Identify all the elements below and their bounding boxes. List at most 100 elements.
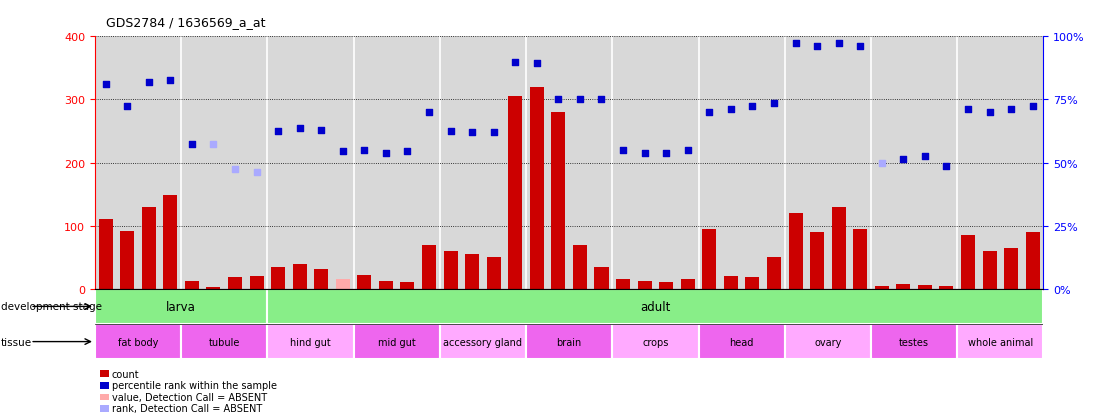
- Point: [593, 97, 610, 103]
- Bar: [357, 275, 372, 289]
- Point: [873, 160, 891, 166]
- Bar: [268, 324, 354, 359]
- Point: [162, 78, 180, 85]
- Bar: [789, 214, 802, 289]
- Point: [981, 109, 999, 116]
- Bar: [699, 324, 785, 359]
- Bar: [917, 285, 932, 289]
- Point: [355, 147, 373, 154]
- Bar: [681, 280, 695, 289]
- Point: [183, 141, 201, 147]
- Bar: [896, 284, 911, 289]
- Point: [507, 59, 525, 66]
- Bar: [551, 113, 566, 289]
- Point: [269, 128, 287, 135]
- Point: [377, 150, 395, 157]
- Bar: [785, 324, 870, 359]
- Bar: [854, 229, 867, 289]
- Point: [787, 40, 805, 47]
- Bar: [315, 269, 328, 289]
- Bar: [354, 324, 440, 359]
- Bar: [250, 277, 263, 289]
- Text: value, Detection Call = ABSENT: value, Detection Call = ABSENT: [112, 392, 267, 402]
- Bar: [767, 258, 781, 289]
- Text: tissue: tissue: [1, 337, 32, 347]
- Point: [1002, 106, 1020, 113]
- Bar: [422, 245, 436, 289]
- Bar: [142, 207, 156, 289]
- Bar: [573, 245, 587, 289]
- Point: [463, 130, 481, 136]
- Point: [312, 127, 330, 134]
- Text: whole animal: whole animal: [968, 337, 1033, 347]
- Bar: [745, 278, 759, 289]
- Text: accessory gland: accessory gland: [443, 337, 522, 347]
- Text: brain: brain: [557, 337, 581, 347]
- Point: [722, 106, 740, 113]
- Point: [442, 128, 460, 135]
- Text: tubule: tubule: [209, 337, 240, 347]
- Text: testes: testes: [899, 337, 930, 347]
- Point: [140, 79, 157, 86]
- Point: [701, 109, 719, 116]
- Bar: [185, 282, 199, 289]
- Point: [334, 149, 352, 155]
- Bar: [95, 289, 268, 324]
- Bar: [875, 286, 888, 289]
- Bar: [271, 267, 285, 289]
- Bar: [465, 254, 479, 289]
- Point: [937, 163, 955, 170]
- Bar: [487, 258, 501, 289]
- Text: percentile rank within the sample: percentile rank within the sample: [112, 380, 277, 390]
- Bar: [637, 282, 652, 289]
- Point: [743, 103, 761, 110]
- Point: [614, 147, 632, 154]
- Bar: [268, 289, 1043, 324]
- Bar: [379, 282, 393, 289]
- Point: [959, 106, 976, 113]
- Bar: [660, 283, 673, 289]
- Bar: [595, 267, 608, 289]
- Point: [248, 169, 266, 176]
- Bar: [613, 324, 699, 359]
- Point: [291, 125, 309, 132]
- Bar: [95, 324, 181, 359]
- Bar: [443, 251, 458, 289]
- Bar: [336, 280, 349, 289]
- Bar: [940, 287, 953, 289]
- Bar: [961, 235, 975, 289]
- Bar: [181, 324, 268, 359]
- Point: [894, 157, 912, 163]
- Bar: [508, 97, 522, 289]
- Bar: [121, 231, 134, 289]
- Bar: [702, 229, 716, 289]
- Point: [97, 81, 115, 88]
- Bar: [526, 324, 613, 359]
- Point: [118, 103, 136, 110]
- Bar: [440, 324, 526, 359]
- Text: mid gut: mid gut: [378, 337, 415, 347]
- Point: [852, 43, 869, 50]
- Bar: [228, 278, 242, 289]
- Text: GDS2784 / 1636569_a_at: GDS2784 / 1636569_a_at: [106, 16, 266, 29]
- Text: count: count: [112, 369, 140, 379]
- Text: rank, Detection Call = ABSENT: rank, Detection Call = ABSENT: [112, 404, 262, 413]
- Bar: [292, 264, 307, 289]
- Bar: [1004, 248, 1018, 289]
- Point: [528, 60, 546, 67]
- Bar: [401, 283, 414, 289]
- Bar: [724, 277, 738, 289]
- Bar: [810, 233, 824, 289]
- Text: crops: crops: [642, 337, 668, 347]
- Point: [657, 150, 675, 157]
- Point: [398, 149, 416, 155]
- Bar: [831, 207, 846, 289]
- Bar: [616, 280, 631, 289]
- Point: [549, 97, 567, 103]
- Point: [916, 154, 934, 160]
- Text: development stage: development stage: [1, 301, 103, 312]
- Text: larva: larva: [166, 300, 196, 313]
- Text: fat body: fat body: [118, 337, 158, 347]
- Bar: [98, 220, 113, 289]
- Point: [829, 40, 847, 47]
